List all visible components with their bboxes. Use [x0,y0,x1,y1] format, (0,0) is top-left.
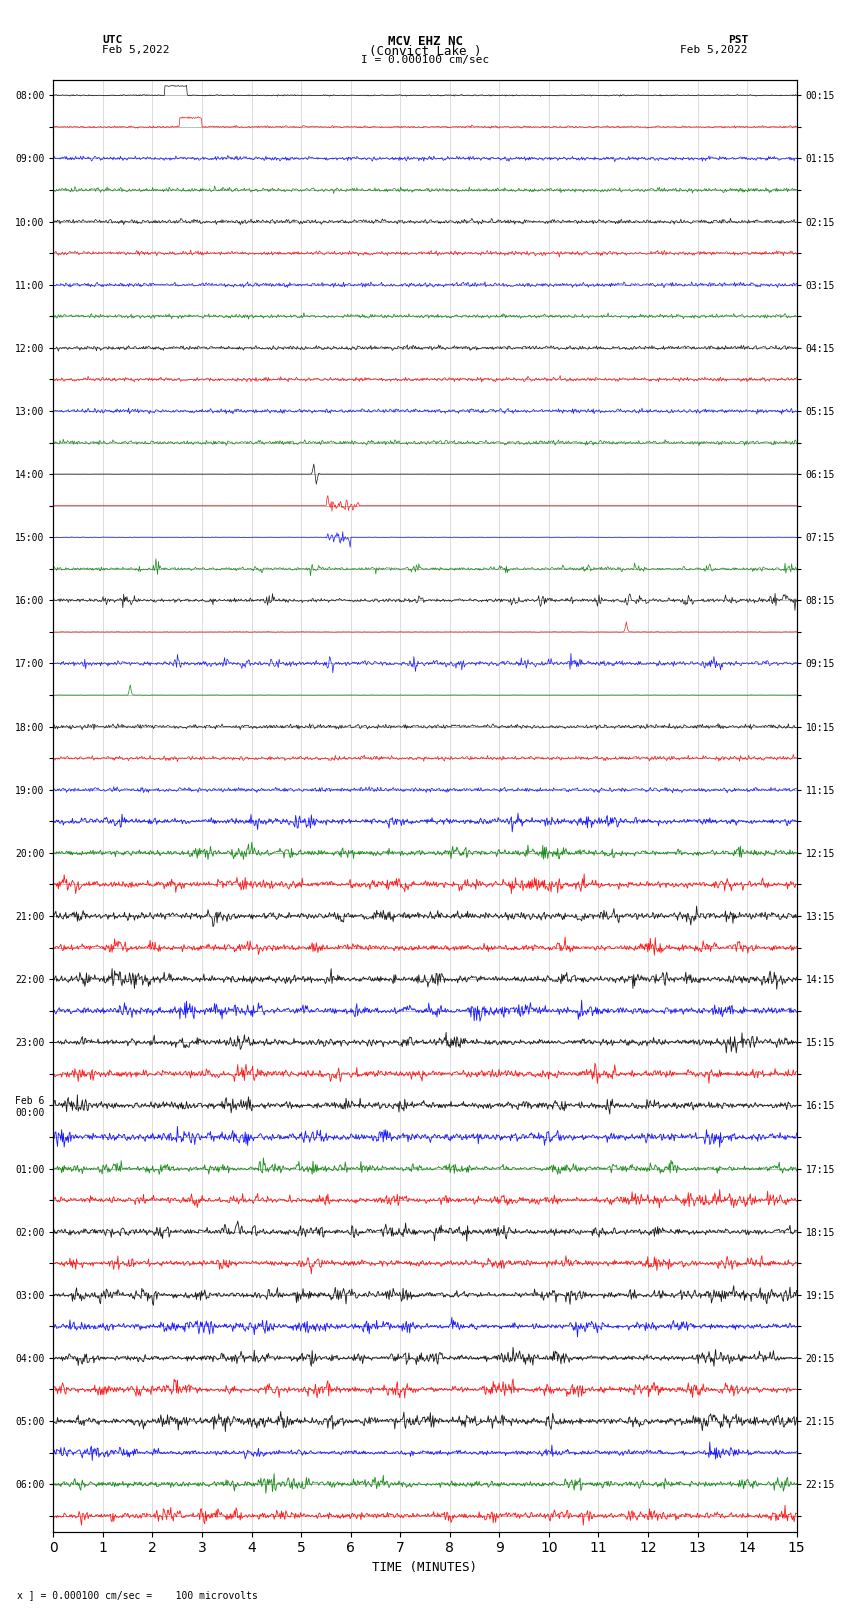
Text: I = 0.000100 cm/sec: I = 0.000100 cm/sec [361,55,489,65]
X-axis label: TIME (MINUTES): TIME (MINUTES) [372,1561,478,1574]
Text: PST: PST [728,35,748,45]
Text: Feb 5,2022: Feb 5,2022 [681,45,748,55]
Text: (Convict Lake ): (Convict Lake ) [369,45,481,58]
Text: UTC: UTC [102,35,122,45]
Text: MCV EHZ NC: MCV EHZ NC [388,35,462,48]
Text: Feb 5,2022: Feb 5,2022 [102,45,169,55]
Text: x ] = 0.000100 cm/sec =    100 microvolts: x ] = 0.000100 cm/sec = 100 microvolts [17,1590,258,1600]
